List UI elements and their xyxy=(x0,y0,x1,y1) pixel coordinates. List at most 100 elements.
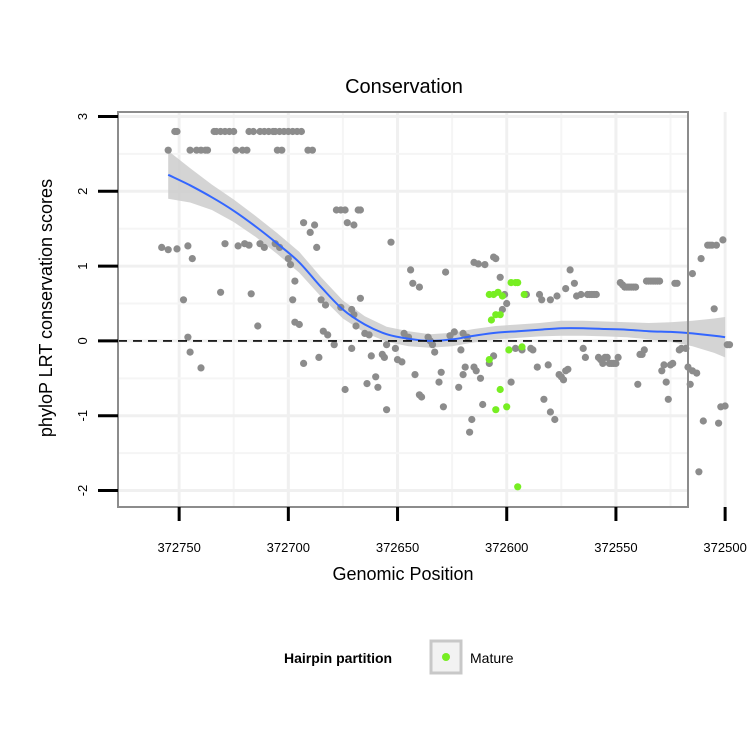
x-tick-label: 372700 xyxy=(267,540,310,555)
point-other xyxy=(350,221,358,229)
point-other xyxy=(186,146,194,154)
point-other xyxy=(295,320,303,329)
point-other xyxy=(699,417,707,425)
y-tick-label: -1 xyxy=(75,410,90,422)
point-other xyxy=(719,236,727,244)
point-other xyxy=(474,260,482,268)
point-other xyxy=(276,243,284,251)
point-other xyxy=(492,255,500,263)
point-other xyxy=(249,127,257,136)
point-other xyxy=(391,344,399,352)
point-other xyxy=(435,378,443,386)
point-other xyxy=(538,296,546,304)
point-other xyxy=(247,290,255,298)
point-other xyxy=(356,294,364,302)
point-other xyxy=(660,361,668,369)
point-other xyxy=(533,363,541,371)
point-other xyxy=(313,243,321,251)
point-other xyxy=(367,352,375,360)
point-other xyxy=(511,344,520,352)
point-other xyxy=(632,283,640,291)
point-other xyxy=(324,331,332,339)
y-tick-label: -2 xyxy=(75,485,90,497)
point-mature xyxy=(514,279,522,287)
point-other xyxy=(164,146,172,154)
point-other xyxy=(431,348,439,356)
point-other xyxy=(343,219,351,227)
point-other xyxy=(184,242,192,250)
point-other xyxy=(579,344,587,352)
point-other xyxy=(540,395,548,403)
point-other xyxy=(348,344,356,352)
point-other xyxy=(278,146,286,154)
point-other xyxy=(634,380,642,388)
data-points xyxy=(158,127,734,491)
point-other xyxy=(173,245,181,253)
point-other xyxy=(291,277,299,285)
point-other xyxy=(356,206,364,214)
point-other xyxy=(411,371,419,379)
point-other xyxy=(363,380,371,388)
point-other xyxy=(234,242,242,250)
point-other xyxy=(688,270,697,278)
point-other xyxy=(546,296,555,304)
legend: Hairpin partition Mature xyxy=(284,639,514,675)
point-other xyxy=(428,341,437,349)
point-other xyxy=(673,279,681,287)
point-other xyxy=(321,301,330,309)
x-tick-label: 372500 xyxy=(703,540,746,555)
point-other xyxy=(439,403,447,411)
point-other xyxy=(693,369,701,377)
point-other xyxy=(186,348,194,356)
point-other xyxy=(437,368,445,376)
point-other xyxy=(442,268,450,276)
point-other xyxy=(710,305,718,313)
point-other xyxy=(496,273,504,281)
point-other xyxy=(546,408,555,416)
point-other xyxy=(562,285,570,293)
point-other xyxy=(374,383,382,391)
point-mature xyxy=(503,403,511,411)
point-other xyxy=(387,238,395,246)
point-other xyxy=(457,346,465,354)
point-mature xyxy=(518,343,526,351)
point-other xyxy=(507,378,515,386)
point-mature xyxy=(492,406,500,414)
point-other xyxy=(577,290,585,299)
point-other xyxy=(472,367,480,375)
point-other xyxy=(365,331,373,339)
point-other xyxy=(300,359,308,367)
point-other xyxy=(317,296,325,304)
point-other xyxy=(284,255,292,263)
point-other xyxy=(407,266,415,274)
point-other xyxy=(311,221,319,229)
smooth-curve xyxy=(167,173,726,342)
chart-title: Conservation xyxy=(345,76,463,98)
point-mature xyxy=(496,311,504,319)
point-other xyxy=(603,353,611,361)
x-tick-label: 372750 xyxy=(157,540,200,555)
point-other xyxy=(459,371,467,379)
point-other xyxy=(664,395,672,403)
point-other xyxy=(330,341,338,349)
y-axis: -2 -1 0 1 2 3 xyxy=(75,113,118,496)
point-other xyxy=(184,333,192,341)
point-other xyxy=(544,361,552,369)
point-mature xyxy=(520,290,528,299)
point-mature xyxy=(505,346,513,354)
point-other xyxy=(697,255,705,263)
point-other xyxy=(592,290,600,299)
point-other xyxy=(221,240,229,248)
point-other xyxy=(581,353,590,361)
point-other xyxy=(468,415,476,424)
point-other xyxy=(566,266,574,274)
legend-key-mature-dot xyxy=(442,653,450,661)
point-other xyxy=(164,246,172,254)
point-other xyxy=(658,367,666,375)
point-other xyxy=(201,146,209,154)
point-mature xyxy=(498,292,506,300)
confidence-band-area xyxy=(168,150,726,358)
point-other xyxy=(551,415,559,424)
y-axis-label: phyloP LRT conservation scores xyxy=(36,179,56,437)
